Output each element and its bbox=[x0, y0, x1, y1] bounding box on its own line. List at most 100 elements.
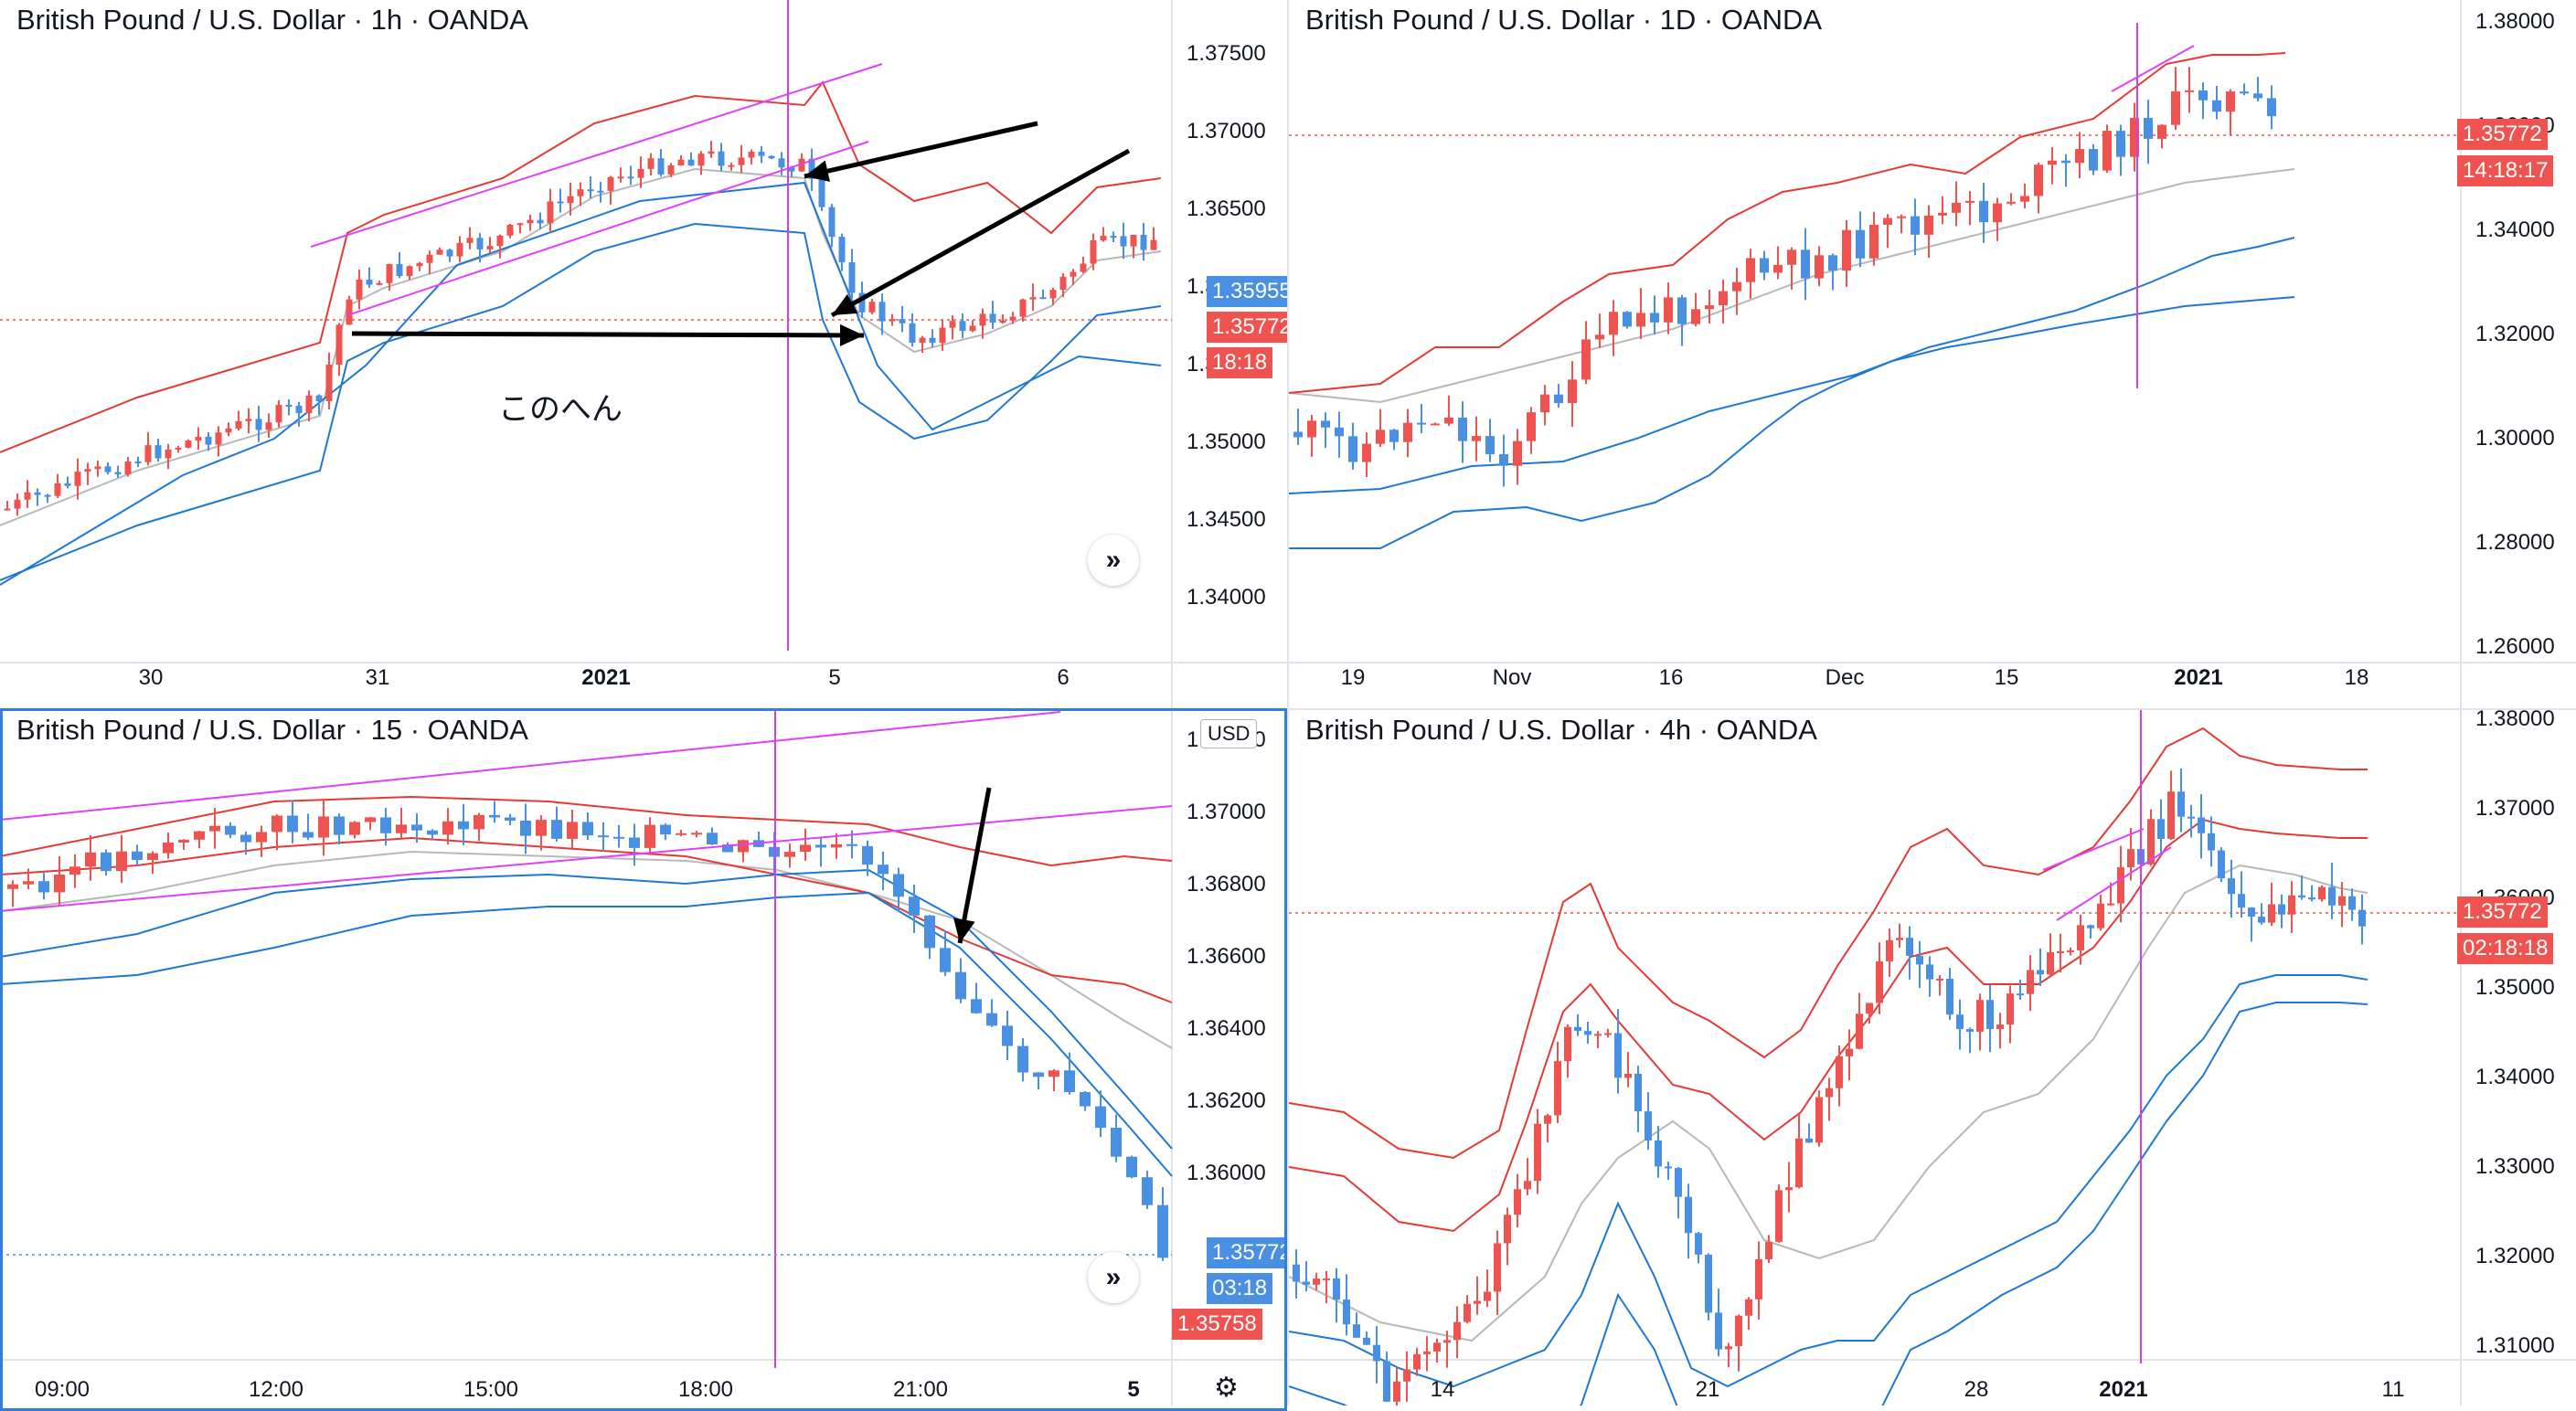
candle-body bbox=[2144, 118, 2153, 139]
time-scale-label: 16 bbox=[1658, 665, 1684, 690]
candle-body bbox=[2240, 91, 2249, 94]
chart-panel-1h[interactable]: British Pound / U.S. Dollar · 1h · OANDA… bbox=[0, 0, 1287, 708]
candle-body bbox=[2177, 791, 2185, 817]
candle-body bbox=[1403, 1369, 1410, 1382]
candle-body bbox=[366, 279, 373, 285]
candle-body bbox=[818, 178, 825, 207]
candle-body bbox=[924, 915, 935, 949]
candle-body bbox=[2267, 98, 2276, 117]
candle-body bbox=[1993, 203, 2002, 223]
time-scale-label: 21:00 bbox=[892, 1377, 949, 1402]
candle-body bbox=[1499, 453, 1508, 466]
candle-body bbox=[1856, 1013, 1863, 1049]
candle-body bbox=[458, 821, 469, 830]
price-scale-label: 1.26000 bbox=[2475, 634, 2555, 659]
candle-body bbox=[1936, 978, 1943, 981]
candle-body bbox=[1313, 1278, 1320, 1285]
trend-line bbox=[0, 805, 1173, 912]
candle-body bbox=[2268, 904, 2275, 923]
candle-body bbox=[527, 219, 534, 224]
candle-body bbox=[800, 844, 811, 853]
candle-body bbox=[1846, 1048, 1853, 1056]
chart-panel-15m[interactable]: British Pound / U.S. Dollar · 15 · OANDA… bbox=[0, 710, 1287, 1406]
candle-body bbox=[1595, 334, 1604, 340]
candle-body bbox=[84, 469, 91, 472]
candle-body bbox=[1472, 436, 1481, 441]
last-price-tag: 1.35758 bbox=[1172, 1309, 1262, 1340]
candle-body bbox=[784, 852, 795, 857]
candle-body bbox=[1534, 1123, 1541, 1182]
candle-body bbox=[154, 445, 162, 459]
scroll-to-realtime-button[interactable]: » bbox=[1088, 1252, 1139, 1303]
gear-icon[interactable]: ⚙ bbox=[1214, 1373, 1239, 1403]
candle-body bbox=[909, 896, 920, 916]
candle-body bbox=[466, 238, 474, 243]
scroll-to-realtime-button[interactable]: » bbox=[1088, 535, 1139, 586]
candle-body bbox=[657, 158, 665, 175]
candle-body bbox=[2034, 164, 2043, 196]
candle-body bbox=[225, 825, 236, 835]
chart-canvas-4h[interactable] bbox=[1289, 710, 2576, 1406]
candle-body bbox=[2047, 951, 2054, 975]
chart-panel-1d[interactable]: British Pound / U.S. Dollar · 1D · OANDA… bbox=[1289, 0, 2576, 708]
candle-body bbox=[486, 246, 494, 249]
countdown-tag: 03:18 bbox=[1207, 1273, 1273, 1304]
candle-body bbox=[1735, 1315, 1742, 1347]
candle-body bbox=[919, 337, 926, 344]
candle-body bbox=[613, 836, 624, 839]
candle-body bbox=[768, 155, 775, 159]
price-scale-label: 1.36400 bbox=[1187, 1016, 1266, 1041]
candle-body bbox=[376, 282, 383, 285]
candle-body bbox=[1952, 202, 1961, 213]
candle-body bbox=[2057, 950, 2064, 953]
candle-body bbox=[1746, 258, 1755, 282]
candle-body bbox=[2147, 819, 2155, 865]
trend-line bbox=[346, 141, 869, 316]
candle-body bbox=[1110, 236, 1117, 239]
candle-body bbox=[1383, 1361, 1390, 1402]
candle-body bbox=[567, 822, 578, 839]
candle-body bbox=[305, 395, 313, 414]
annotation-arrow-head bbox=[804, 160, 831, 182]
currency-badge[interactable]: USD bbox=[1200, 719, 1258, 748]
price-scale-label: 1.38000 bbox=[2475, 9, 2555, 34]
candle-body bbox=[7, 884, 18, 889]
candle-body bbox=[334, 816, 345, 835]
candle-body bbox=[1760, 258, 1769, 273]
chart-canvas-1d[interactable] bbox=[1289, 0, 2576, 708]
candle-body bbox=[2048, 160, 2057, 165]
candle-body bbox=[1866, 1003, 1873, 1014]
candle-body bbox=[939, 327, 946, 344]
price-scale-label: 1.36000 bbox=[1187, 1161, 1266, 1185]
candle-body bbox=[1293, 431, 1303, 438]
trend-line bbox=[2111, 45, 2195, 92]
candle-body bbox=[1564, 1026, 1571, 1062]
candle-body bbox=[1665, 1166, 1672, 1169]
candle-body bbox=[38, 881, 49, 893]
candle-body bbox=[1705, 305, 1714, 310]
candle-body bbox=[1009, 316, 1017, 321]
price-scale-label: 1.32000 bbox=[2475, 322, 2555, 346]
candle-body bbox=[2228, 878, 2235, 895]
time-scale-label: 15:00 bbox=[463, 1377, 519, 1402]
candle-body bbox=[1059, 276, 1067, 291]
chart-panel-4h[interactable]: British Pound / U.S. Dollar · 4h · OANDA… bbox=[1289, 710, 2576, 1406]
time-scale-label: 5 bbox=[1127, 1377, 1140, 1402]
candle-body bbox=[846, 843, 857, 846]
chart-title: British Pound / U.S. Dollar · 1h · OANDA bbox=[16, 4, 528, 36]
candle-body bbox=[1938, 212, 1947, 216]
candle-body bbox=[598, 835, 609, 838]
chart-title: British Pound / U.S. Dollar · 15 · OANDA bbox=[16, 714, 528, 746]
candle-body bbox=[971, 999, 982, 1013]
time-scale-label: 28 bbox=[1964, 1377, 1989, 1402]
candle-body bbox=[644, 824, 655, 848]
price-scale-label: 1.36500 bbox=[1187, 196, 1266, 221]
candle-body bbox=[1996, 1024, 2004, 1030]
chart-canvas-15m[interactable] bbox=[0, 710, 1287, 1406]
candle-body bbox=[1303, 1281, 1310, 1285]
candle-body bbox=[1019, 299, 1027, 317]
trend-line bbox=[310, 63, 883, 248]
price-scale-label: 1.34000 bbox=[2475, 217, 2555, 242]
candle-body bbox=[1956, 1014, 1964, 1030]
chart-canvas-1h[interactable] bbox=[0, 0, 1287, 708]
